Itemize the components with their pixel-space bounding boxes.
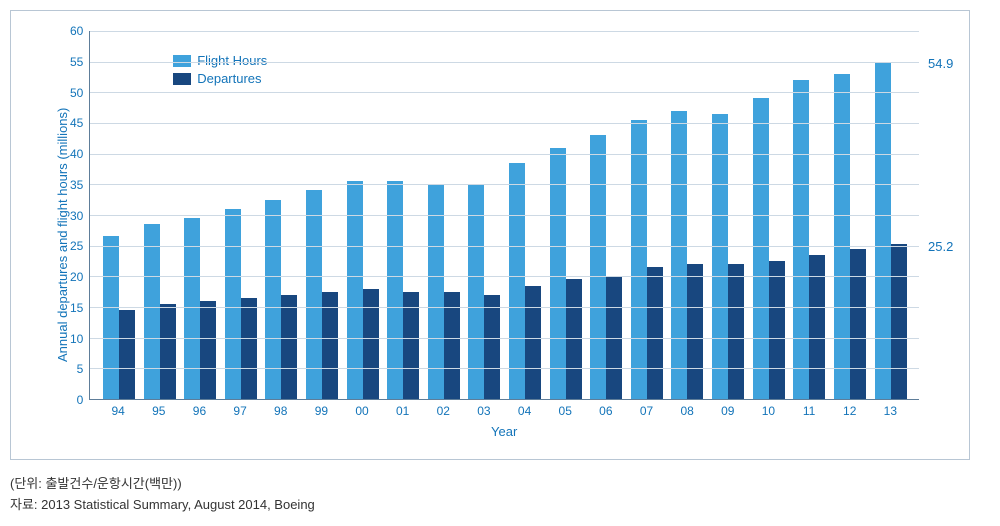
x-tick: 02 xyxy=(423,400,464,418)
bar xyxy=(647,267,663,399)
x-tick: 11 xyxy=(789,400,830,418)
bar xyxy=(200,301,216,399)
x-tick: 98 xyxy=(260,400,301,418)
plot-area: Flight HoursDepartures xyxy=(89,31,919,400)
x-axis-ticks: 9495969798990001020304050607080910111213 xyxy=(89,400,919,418)
gridline xyxy=(90,276,919,277)
bar xyxy=(590,135,606,399)
x-tick: 04 xyxy=(504,400,545,418)
x-tick: 97 xyxy=(220,400,261,418)
x-tick: 96 xyxy=(179,400,220,418)
gridline xyxy=(90,307,919,308)
bar xyxy=(793,80,809,399)
gridline xyxy=(90,246,919,247)
bar xyxy=(631,120,647,399)
bar xyxy=(850,249,866,399)
x-tick: 10 xyxy=(748,400,789,418)
bar xyxy=(566,279,582,399)
bar xyxy=(525,286,541,399)
unit-footnote: (단위: 출발건수/운항시간(백만)) xyxy=(10,474,990,495)
right-value-label: 54.9 xyxy=(928,56,953,71)
gridline xyxy=(90,368,919,369)
bar xyxy=(728,264,744,399)
x-tick: 09 xyxy=(707,400,748,418)
x-tick: 07 xyxy=(626,400,667,418)
bar xyxy=(281,295,297,399)
bar xyxy=(468,184,484,399)
bar xyxy=(712,114,728,399)
y-axis-ticks: 605550454035302520151050 xyxy=(70,31,89,400)
bar xyxy=(687,264,703,399)
gridline xyxy=(90,154,919,155)
x-tick: 03 xyxy=(464,400,505,418)
bar xyxy=(769,261,785,399)
x-axis-label: Year xyxy=(70,424,919,439)
gridline xyxy=(90,92,919,93)
right-value-label: 25.2 xyxy=(928,239,953,254)
bar xyxy=(241,298,257,399)
y-axis-label: Annual departures and flight hours (mill… xyxy=(51,31,70,439)
x-tick: 05 xyxy=(545,400,586,418)
gridline xyxy=(90,215,919,216)
x-tick: 06 xyxy=(586,400,627,418)
x-tick: 00 xyxy=(342,400,383,418)
bar xyxy=(875,62,891,399)
chart-main: 605550454035302520151050 Flight HoursDep… xyxy=(70,31,919,439)
gridline xyxy=(90,31,919,32)
bar xyxy=(103,236,119,399)
gridline xyxy=(90,338,919,339)
bar xyxy=(347,181,363,399)
x-tick: 95 xyxy=(138,400,179,418)
gridline xyxy=(90,184,919,185)
bar xyxy=(225,209,241,399)
chart-wrap: Annual departures and flight hours (mill… xyxy=(51,31,919,439)
x-tick: 13 xyxy=(870,400,911,418)
plot-row: 605550454035302520151050 Flight HoursDep… xyxy=(70,31,919,400)
gridline xyxy=(90,123,919,124)
bar xyxy=(144,224,160,399)
bar xyxy=(891,244,907,399)
x-tick: 08 xyxy=(667,400,708,418)
bar xyxy=(753,98,769,399)
x-axis-row: 9495969798990001020304050607080910111213 xyxy=(70,400,919,418)
footnotes: (단위: 출발건수/운항시간(백만)) 자료: 2013 Statistical… xyxy=(10,474,990,516)
bar xyxy=(160,304,176,399)
x-tick: 01 xyxy=(382,400,423,418)
x-tick: 12 xyxy=(829,400,870,418)
source-footnote: 자료: 2013 Statistical Summary, August 201… xyxy=(10,495,990,516)
gridline xyxy=(90,62,919,63)
x-tick: 94 xyxy=(98,400,139,418)
bar xyxy=(484,295,500,399)
x-tick: 99 xyxy=(301,400,342,418)
bar xyxy=(363,289,379,399)
bar xyxy=(119,310,135,399)
bar xyxy=(509,163,525,399)
chart-container: Annual departures and flight hours (mill… xyxy=(10,10,970,460)
bar xyxy=(428,184,444,399)
bar xyxy=(387,181,403,399)
